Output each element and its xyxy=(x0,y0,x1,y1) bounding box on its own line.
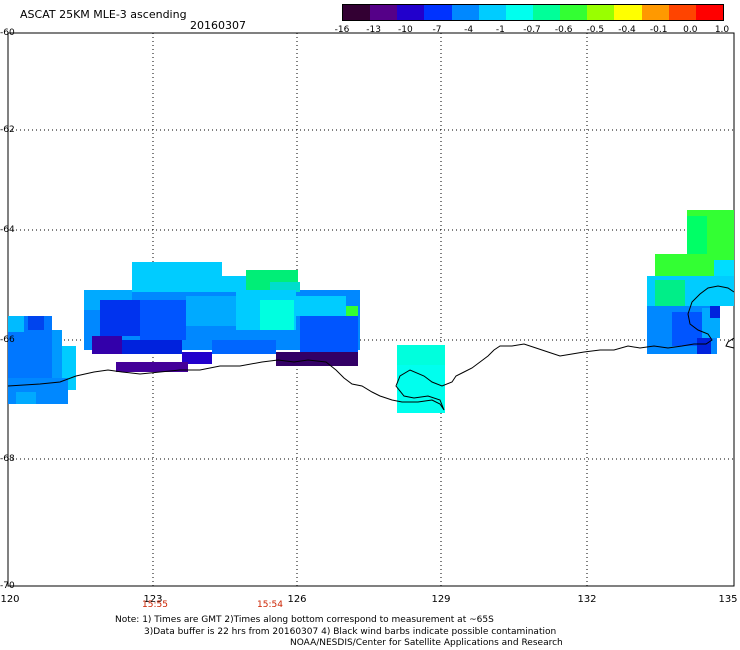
colorbar-tick-label: 0.0 xyxy=(683,25,698,35)
wind-data-patch-central xyxy=(84,262,360,372)
colorbar-tick-label: -0.1 xyxy=(649,25,668,35)
wind-data-patch-west xyxy=(8,316,76,404)
lon-label: 135 xyxy=(718,594,738,605)
colorbar-segment xyxy=(668,5,696,20)
colorbar-segment xyxy=(451,5,479,20)
colorbar-segment xyxy=(560,5,588,20)
lat-label: -60 xyxy=(0,28,15,38)
colorbar-tick-label: -0.4 xyxy=(618,25,636,35)
colorbar-tick-label: -4 xyxy=(464,25,474,35)
colorbar-tick-label: 1.0 xyxy=(714,25,730,35)
map-title: ASCAT 25KM MLE-3 ascending xyxy=(20,8,187,21)
colorbar-tick-label: -0.7 xyxy=(523,25,541,35)
plot-frame xyxy=(7,32,735,587)
colorbar-segment xyxy=(587,5,615,20)
lon-label: 120 xyxy=(0,594,20,605)
colorbar-segment xyxy=(641,5,669,20)
colorbar-segment xyxy=(424,5,452,20)
colorbar-tick-label: -7 xyxy=(432,25,442,35)
lon-label: 123 xyxy=(143,594,163,605)
note-line-3: NOAA/NESDIS/Center for Satellite Applica… xyxy=(290,638,563,648)
map-date: 20160307 xyxy=(190,19,246,32)
lon-label: 129 xyxy=(431,594,451,605)
colorbar-tick-label: -0.6 xyxy=(554,25,573,35)
lon-label: 126 xyxy=(287,594,307,605)
colorbar-segment xyxy=(695,5,723,20)
colorbar-tick-label: -0.5 xyxy=(586,25,605,35)
colorbar-segment xyxy=(370,5,398,20)
colorbar-segment xyxy=(505,5,533,20)
colorbar-tick-label: -13 xyxy=(366,25,382,35)
lat-label: -66 xyxy=(0,335,15,345)
colorbar-tick-label: -10 xyxy=(397,25,413,35)
lat-label: -62 xyxy=(0,125,15,135)
colorbar-segment xyxy=(532,5,561,20)
lon-label: 132 xyxy=(577,594,597,605)
colorbar xyxy=(342,4,724,21)
colorbar-segment xyxy=(397,5,425,20)
lat-label: -68 xyxy=(0,454,15,464)
lat-label: -70 xyxy=(0,581,15,591)
lat-label: -64 xyxy=(0,225,15,235)
wind-data-patch-east xyxy=(647,210,734,354)
time-label: 15:55 xyxy=(142,600,168,610)
colorbar-segment xyxy=(343,5,371,20)
colorbar-tick-label: -16 xyxy=(334,25,350,35)
colorbar-segment xyxy=(478,5,506,20)
note-line-2: 3)Data buffer is 22 hrs from 20160307 4)… xyxy=(144,627,557,637)
colorbar-tick-label: -1 xyxy=(495,25,505,35)
note-line-1: Note: 1) Times are GMT 2)Times along bot… xyxy=(115,615,494,625)
time-label: 15:54 xyxy=(257,600,283,610)
antarctic-coastline xyxy=(7,285,735,411)
colorbar-segment xyxy=(614,5,642,20)
